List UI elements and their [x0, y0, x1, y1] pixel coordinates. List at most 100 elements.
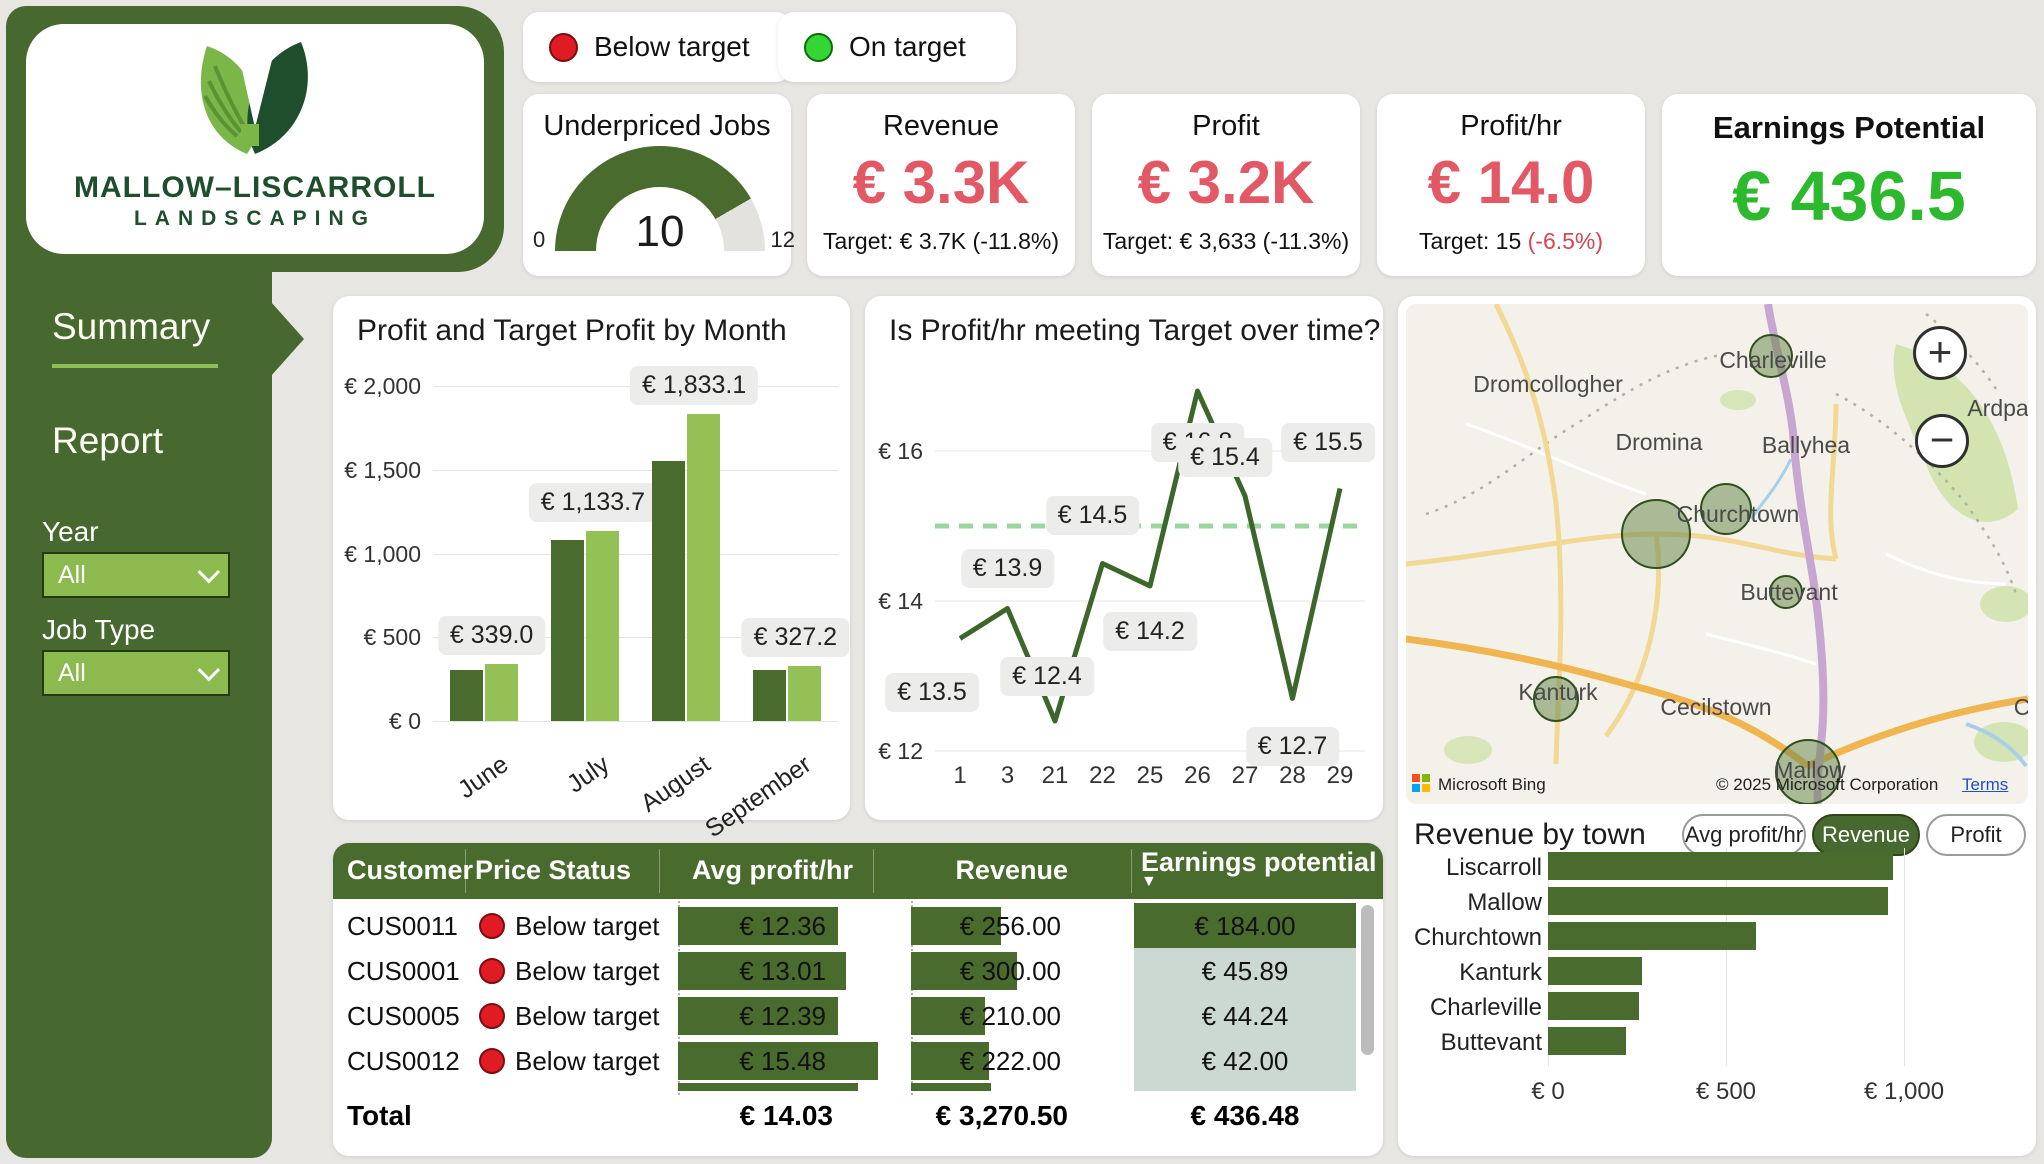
map-town-kanturk: Kanturk	[1518, 679, 1598, 705]
map-town-churchtown: Churchtown	[1677, 501, 1800, 527]
town-label-buttevant: Buttevant	[1440, 1029, 1542, 1056]
col-earnings-potential[interactable]: Earnings potential	[1141, 847, 1377, 877]
table-row-cus0001[interactable]: CUS0001 Below target € 13.01 € 300.00 € 45.8…	[333, 948, 1383, 994]
sort-desc-icon: ▼	[1141, 873, 1157, 890]
revenue-bar	[911, 997, 986, 1035]
y-axis-tick: € 500	[363, 624, 421, 651]
table-row-cus0012[interactable]: CUS0012 Below target € 15.48 € 222.00 € 42.0…	[333, 1038, 1383, 1084]
target-profit-bar-july[interactable]	[585, 531, 619, 721]
job-type-dropdown[interactable]: All	[42, 650, 230, 696]
revenue-bar-churchtown[interactable]	[1548, 922, 1757, 950]
legend-on-target: On target	[778, 12, 1016, 82]
chart-title: Is Profit/hr meeting Target over time?	[889, 314, 1381, 347]
point-label-29: € 15.5	[1281, 422, 1375, 462]
map-bubble-churchtown[interactable]	[1700, 483, 1752, 535]
cell-customer: CUS0005	[347, 1001, 460, 1031]
revenue-bar-liscarroll[interactable]	[1548, 852, 1894, 880]
svg-text:€ 12: € 12	[878, 738, 923, 764]
map-bubble-mallow[interactable]	[1775, 739, 1841, 804]
town-label-kanturk: Kanturk	[1459, 959, 1542, 986]
map-bubble-liscarroll[interactable]	[1621, 499, 1691, 569]
revenue-bar	[911, 1042, 990, 1080]
sidebar-item-report[interactable]: Report	[52, 420, 164, 461]
target-profit-bar-september[interactable]	[788, 666, 822, 721]
toggle-avg-profit-hr[interactable]: Avg profit/hr	[1682, 814, 1806, 856]
town-label-mallow: Mallow	[1467, 889, 1542, 916]
underpriced-jobs-gauge[interactable]: 10 0 12	[533, 146, 795, 256]
col-avg-profit-hr[interactable]: Avg profit/hr	[692, 855, 853, 885]
map-town-buttevant: Buttevant	[1740, 579, 1838, 605]
profit-hr-trend-chart: Is Profit/hr meeting Target over time? €…	[865, 296, 1383, 820]
revenue-bar-charleville[interactable]	[1548, 992, 1639, 1020]
cell-earnings-potential	[1134, 1083, 1356, 1091]
col-price-status[interactable]: Price Status	[475, 855, 632, 885]
map-zoom-out-button[interactable]: −	[1915, 414, 1969, 468]
below-target-dot-icon	[479, 1003, 505, 1029]
map-bubble-buttevant[interactable]	[1769, 575, 1803, 609]
map-copyright: © 2025 Microsoft Corporation	[1716, 775, 1939, 794]
svg-text:28: 28	[1279, 762, 1306, 789]
year-dropdown[interactable]: All	[42, 552, 230, 598]
kpi-title: Earnings Potential	[1712, 110, 1986, 145]
gridline	[433, 553, 838, 555]
svg-text:26: 26	[1184, 762, 1211, 789]
gauge-min: 0	[533, 227, 546, 252]
profit-by-month-chart: Profit and Target Profit by Month € 0 € 5…	[333, 296, 850, 843]
gauge-max: 12	[770, 227, 795, 252]
kpi-value: € 3.2K	[1137, 149, 1315, 216]
revenue-bar	[911, 907, 1002, 945]
table-scrollbar[interactable]	[1361, 905, 1374, 1055]
chart-title: Profit and Target Profit by Month	[357, 314, 787, 347]
map-bubble-charleville[interactable]	[1749, 334, 1793, 378]
map-bubble-kanturk[interactable]	[1533, 676, 1579, 722]
cell-price-status: Below target	[515, 1046, 660, 1076]
target-profit-bar-august[interactable]	[687, 413, 721, 721]
avg-profit-bar	[678, 907, 838, 945]
town-label-charleville: Charleville	[1429, 994, 1542, 1021]
table-row-cus0005[interactable]: CUS0005 Below target € 12.39 € 210.00 € 44.2…	[333, 993, 1383, 1039]
cell-revenue: € 210.00	[959, 1001, 1061, 1031]
bing-brand: Microsoft Bing	[1438, 775, 1546, 794]
map-and-town-chart-card: Dromcollogher Charleville Ardpa Dromina Ball…	[1398, 296, 2036, 1156]
point-label-3: € 13.9	[960, 548, 1055, 588]
profit-bar-june[interactable]	[449, 669, 483, 721]
col-revenue[interactable]: Revenue	[955, 855, 1068, 885]
gauge-value: 10	[635, 207, 685, 256]
gridline	[433, 469, 838, 471]
profit-bar-september[interactable]	[753, 669, 787, 721]
svg-text:1: 1	[953, 762, 966, 789]
profit-hr-line[interactable]	[958, 388, 1343, 724]
point-label-1: € 13.5	[885, 672, 979, 712]
kpi-underpriced-jobs: Underpriced Jobs 10 0 12	[523, 94, 795, 276]
profit-bar-august[interactable]	[652, 460, 686, 721]
revenue-bar-kanturk[interactable]	[1548, 957, 1643, 985]
profit-bar-july[interactable]	[550, 540, 584, 721]
cell-customer: CUS0001	[347, 956, 460, 986]
ms-logo-icon	[1422, 784, 1430, 792]
gridline	[433, 721, 838, 722]
revenue-bar-buttevant[interactable]	[1548, 1027, 1627, 1055]
svg-text:27: 27	[1232, 762, 1259, 789]
cell-price-status: Below target	[515, 1001, 660, 1031]
kpi-profit-hr: Profit/hr € 14.0 Target: 15 (-6.5%)	[1377, 94, 1645, 276]
col-customer[interactable]: Customer	[347, 855, 474, 885]
toggle-profit[interactable]: Profit	[1926, 814, 2026, 856]
x-axis-tick: € 1,000	[1863, 1078, 1945, 1105]
map-terms-link[interactable]: Terms	[1962, 775, 2009, 794]
data-label-july: € 1,133.7	[528, 483, 658, 523]
leaf-logo-icon	[200, 42, 308, 154]
revenue-bar	[911, 1083, 991, 1091]
cell-avg-profit: € 12.39	[739, 1001, 826, 1031]
target-profit-bar-june[interactable]	[484, 664, 518, 721]
sidebar-item-summary[interactable]: Summary	[52, 306, 211, 347]
job-type-dropdown-value: All	[58, 658, 86, 687]
map-zoom-in-button[interactable]: +	[1913, 326, 1967, 380]
cell-revenue: € 222.00	[959, 1046, 1061, 1076]
below-target-dot-icon	[479, 958, 505, 984]
table-row-cus0011[interactable]: CUS0011 Below target € 12.36 € 256.00 € 184.…	[333, 903, 1383, 949]
ms-logo-icon	[1412, 784, 1420, 792]
point-label-22: € 14.5	[1045, 495, 1140, 535]
kpi-profit: Profit € 3.2K Target: € 3,633 (-11.3%)	[1092, 94, 1360, 276]
revenue-bar-mallow[interactable]	[1548, 887, 1888, 915]
town-label-churchtown: Churchtown	[1413, 924, 1542, 951]
